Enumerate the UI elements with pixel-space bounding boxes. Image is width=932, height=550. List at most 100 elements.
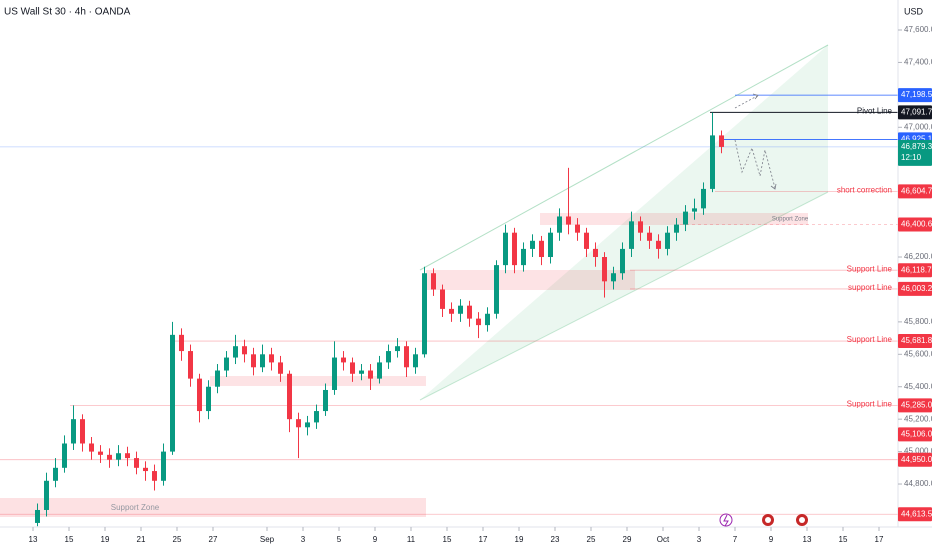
price-label: 46,604.7 <box>901 186 932 195</box>
x-tick-label: 15 <box>443 535 452 544</box>
candle-body <box>448 308 454 314</box>
candle-body <box>601 257 607 282</box>
currency: USD <box>904 6 924 16</box>
candle-body <box>421 273 427 355</box>
candle-body <box>133 458 139 468</box>
zone <box>426 270 635 290</box>
y-tick-label: 45,000.0 <box>904 447 932 456</box>
candle-body <box>466 305 472 319</box>
candle-body <box>718 135 724 147</box>
x-tick-label: 9 <box>373 535 378 544</box>
candle-body <box>655 240 661 249</box>
y-tick-label: 45,200.0 <box>904 414 932 423</box>
projection-arrow <box>734 95 758 109</box>
price-label-box <box>898 184 932 199</box>
candle-body <box>376 362 382 379</box>
price-label-box <box>898 398 932 413</box>
candle-body <box>583 232 589 249</box>
candle-body <box>97 451 103 455</box>
channel <box>420 45 828 400</box>
candle-body <box>394 346 400 352</box>
event-icon[interactable] <box>719 513 733 527</box>
y-tick-label: 45,400.0 <box>904 382 932 391</box>
candle-body <box>178 334 184 352</box>
price-label-box <box>898 139 932 166</box>
candle-body <box>574 224 580 233</box>
price-label: 46,003.2 <box>901 284 932 293</box>
candle-body <box>169 334 175 452</box>
x-tick-label: 25 <box>173 535 182 544</box>
chart-title: US Wall St 30 · 4h · OANDA <box>4 7 131 18</box>
x-tick-label: 23 <box>551 535 560 544</box>
price-label: 45,106.0 <box>901 430 932 439</box>
candle-body <box>556 216 562 233</box>
x-tick-label: 7 <box>733 535 738 544</box>
x-tick-label: 17 <box>479 535 488 544</box>
x-tick-label: 15 <box>65 535 74 544</box>
candle-body <box>565 216 571 225</box>
zone-label: Support Zone <box>111 503 160 512</box>
channel-top <box>419 44 829 271</box>
x-tick-label: 11 <box>407 535 416 544</box>
level-note: Pivot Line <box>857 107 893 116</box>
candle-body <box>196 378 202 412</box>
price-label-box <box>898 281 932 296</box>
x-tick-label: 21 <box>137 535 146 544</box>
price-label-box <box>898 217 932 232</box>
x-tick-label: 25 <box>587 535 596 544</box>
candle-body <box>43 480 49 510</box>
x-tick-label: 13 <box>29 535 38 544</box>
candle-body <box>709 135 715 189</box>
candle-body <box>52 467 58 481</box>
candle-body <box>664 232 670 249</box>
candle-body <box>115 453 121 460</box>
candle-body <box>457 305 463 314</box>
price-label: 46,118.7 <box>901 265 932 274</box>
x-tick-label: 13 <box>803 535 812 544</box>
candle-body <box>367 370 373 379</box>
price-label: 44,950.0 <box>901 455 932 464</box>
candle-body <box>250 354 256 368</box>
candle-body <box>313 411 319 423</box>
price-label-box <box>898 263 932 278</box>
level-note: support Line <box>848 283 893 292</box>
candle-body <box>223 357 229 371</box>
candle-body <box>241 346 247 355</box>
candle-body <box>205 386 211 412</box>
candle-body <box>124 453 130 459</box>
y-tick-label: 45,600.0 <box>904 349 932 358</box>
price-label: 46,879.3 <box>901 142 932 151</box>
candle-body <box>79 419 85 444</box>
level-note: short correction <box>837 185 892 194</box>
candle-body <box>268 354 274 363</box>
price-label: 45,681.8 <box>901 336 932 345</box>
x-tick-label: 19 <box>515 535 524 544</box>
x-tick-label: 19 <box>101 535 110 544</box>
candle-body <box>430 273 436 290</box>
candle-body <box>349 362 355 374</box>
level-note: Support Line <box>847 335 893 344</box>
candle-body <box>61 443 67 468</box>
x-tick-label: 17 <box>875 535 884 544</box>
y-tick-label: 47,400.0 <box>904 58 932 67</box>
price-label-box <box>898 334 932 349</box>
arrow-head <box>752 93 759 100</box>
candle-body <box>142 467 148 472</box>
x-tick-label: Oct <box>657 535 670 544</box>
candle-body <box>403 346 409 368</box>
y-tick-label: 47,600.0 <box>904 25 932 34</box>
candle-body <box>619 248 625 274</box>
price-label-box <box>898 105 932 120</box>
candle-body <box>295 419 301 428</box>
candle-body <box>673 224 679 233</box>
candle-body <box>106 454 112 460</box>
candle-body <box>358 370 364 374</box>
price-label-box <box>898 427 932 442</box>
candle-body <box>646 232 652 241</box>
candle-body <box>277 362 283 374</box>
price-label: 45,285.0 <box>901 400 932 409</box>
y-tick-label: 44,800.0 <box>904 479 932 488</box>
candle-body <box>610 273 616 282</box>
candle-body <box>88 443 94 452</box>
